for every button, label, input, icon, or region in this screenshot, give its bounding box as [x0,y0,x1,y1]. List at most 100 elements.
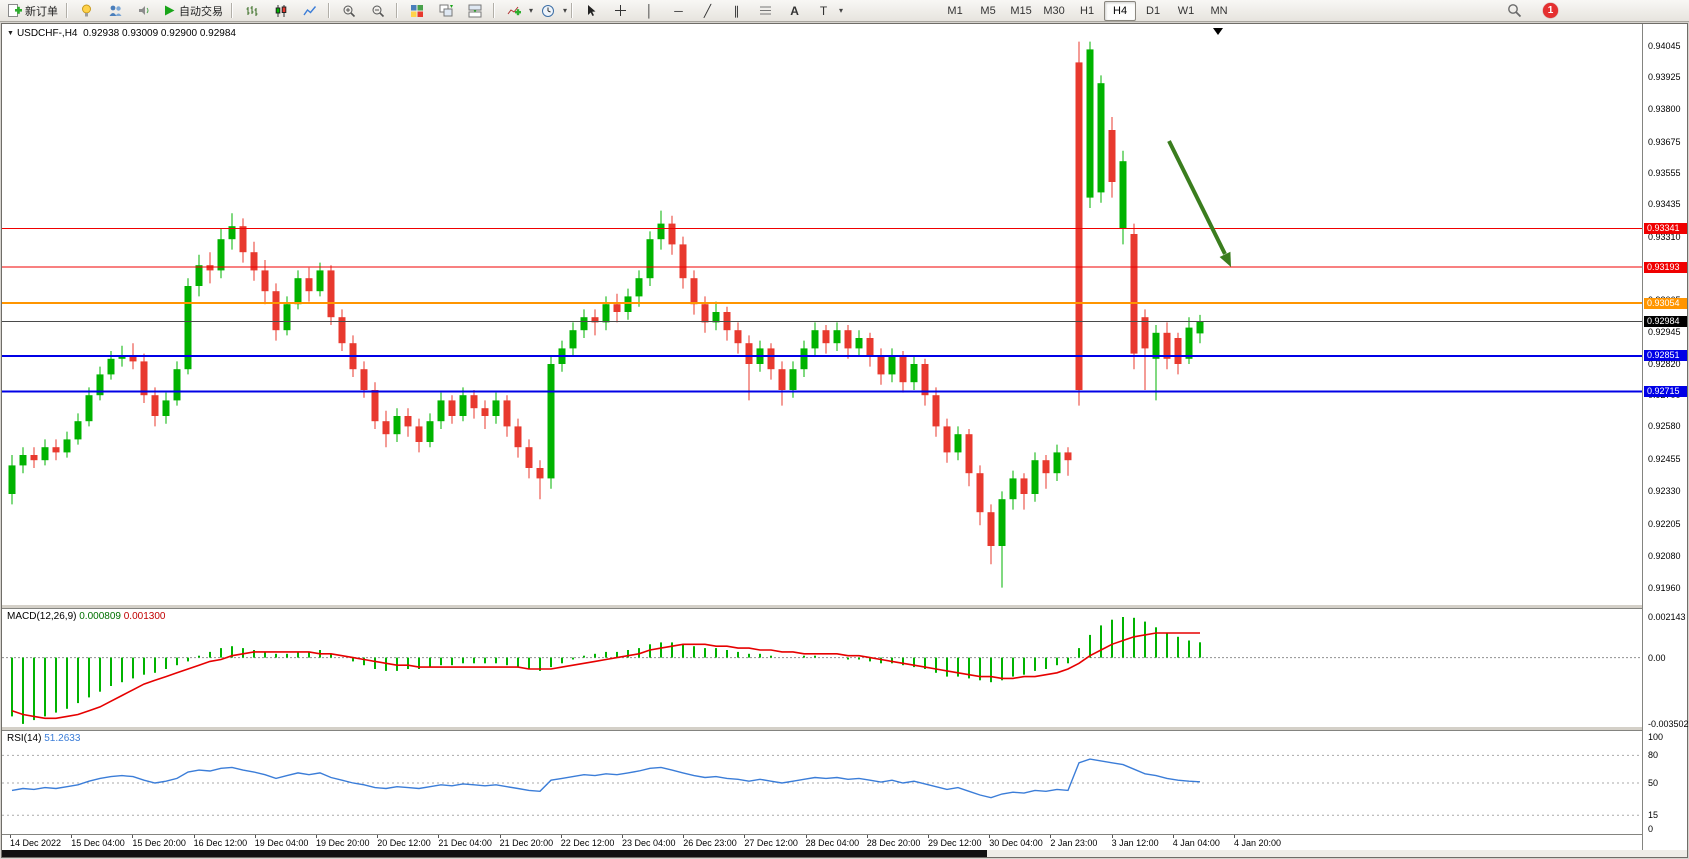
price-axis-label: 0.93310 [1648,231,1681,242]
zoom-out-button[interactable] [363,0,392,22]
price-tag-current: 0.92984 [1644,315,1687,327]
symbol-title: USDCHF-,H4 [16,28,78,39]
zoom-out-icon [372,5,384,17]
indicator-dropdown-caret[interactable]: ▾ [529,6,534,15]
vertical-line-tool-button[interactable]: │ [635,0,664,22]
macd-axis-label: -0.003502 [1648,719,1689,729]
favorites-button[interactable] [72,0,101,22]
time-axis-label: 28 Dec 04:00 [805,838,860,848]
rsi-pane[interactable] [2,731,1642,834]
candlestick-chart-button[interactable] [266,0,295,22]
rsi-line [11,758,1201,799]
horizontal-scrollbar [2,850,1687,857]
line-chart-button[interactable] [295,0,324,22]
time-axis-label: 27 Dec 12:00 [744,838,798,848]
fibonacci-tool-button[interactable] [751,0,780,22]
price-axis-label: 0.93555 [1648,167,1681,178]
tile-windows-button[interactable] [402,0,431,22]
macd-pane[interactable] [2,609,1642,726]
time-axis-label: 30 Dec 04:00 [989,838,1043,848]
timeframe-button-h4[interactable]: H4 [1104,0,1137,21]
timeframe-button-h1[interactable]: H1 [1080,4,1095,17]
zoom-in-button[interactable] [334,0,363,22]
cursor-tool-button[interactable] [577,0,606,22]
time-axis-tick [805,835,807,838]
time-axis-label: 23 Dec 04:00 [622,838,676,848]
search-button[interactable] [1500,0,1529,22]
price-tag-level: 0.93193 [1644,261,1687,273]
time-axis-tick [132,835,134,838]
price-tag-level: 0.92715 [1644,385,1687,397]
price-axis-label: 0.91960 [1648,582,1681,593]
new-order-button[interactable]: 新订单 [3,0,62,22]
time-axis-tick [928,835,929,838]
price-axis-label: 0.93435 [1648,199,1681,210]
bar-chart-button[interactable] [237,0,266,22]
timeframe-button-m5[interactable]: M5 [980,4,996,17]
label-tool-button[interactable]: T [809,0,838,22]
timeframe-group: M1 M5 M15 M30 H1 H4 D1 W1 MN [939,0,1235,21]
price-axis-label: 0.94045 [1648,40,1681,51]
time-axis-tick [1050,835,1052,838]
timeframe-button-m30[interactable]: M30 [1043,4,1065,17]
main-chart[interactable] [2,24,1642,604]
arrange-windows-button[interactable] [460,0,489,22]
notification-badge[interactable]: 1 [1543,3,1558,18]
time-axis-tick [71,835,73,838]
add-indicator-button[interactable] [499,0,528,22]
horizontal-line-tool-button[interactable]: ─ [664,0,693,22]
price-tag-level: 0.92851 [1644,350,1687,362]
play-icon [165,5,175,16]
cursor-icon [588,5,596,16]
template-dropdown-caret[interactable]: ▾ [563,6,568,15]
channel-icon: ∥ [733,3,740,18]
crosshair-tool-button[interactable] [606,0,635,22]
timeframe-button-m1[interactable]: M1 [947,4,963,17]
zoom-in-icon [343,5,355,17]
timeframe-button-w1[interactable]: W1 [1177,4,1195,17]
time-axis-tick [744,835,746,838]
bar-chart-icon [246,5,257,16]
rsi-axis-label: 100 [1648,732,1664,742]
cascade-windows-button[interactable] [431,0,460,22]
line-chart-icon [302,5,316,15]
timeframe-button-d1[interactable]: D1 [1146,4,1161,17]
macd-legend: MACD(12,26,9) 0.000809 0.001300 [7,611,165,622]
chart-window: ▼ USDCHF-,H4 0.92938 0.93009 0.92900 0.92… [1,23,1689,858]
time-axis-label: 21 Dec 04:00 [438,838,492,848]
rsi-legend: RSI(14) 51.2633 [7,733,80,744]
separator [493,3,495,18]
scrollbar-thumb[interactable] [2,850,987,857]
macd-axis-label: 0.00 [1648,652,1666,663]
price-axis-label: 0.93800 [1648,104,1681,115]
macd-splitter[interactable] [2,604,1642,609]
new-order-label: 新订单 [25,5,58,18]
time-axis-label: 4 Jan 04:00 [1172,838,1220,848]
fibonacci-icon [760,6,772,15]
price-axis-label: 0.92945 [1648,326,1681,337]
text-tool-button[interactable]: A [780,0,809,22]
profiles-button[interactable] [101,0,130,22]
time-axis-tick [193,835,195,838]
sounds-button[interactable] [130,0,159,22]
period-clock-button[interactable] [533,0,562,22]
trendline-tool-button[interactable]: ╱ [693,0,722,22]
trendline-icon: ╱ [703,3,712,18]
auto-trading-button[interactable]: 自动交易 [159,0,227,22]
trend-arrow-annotation [1167,140,1231,267]
price-axis-label: 0.92330 [1648,486,1681,497]
timeframe-button-mn[interactable]: MN [1210,4,1228,17]
chart-legend: ▼ USDCHF-,H4 0.92938 0.93009 0.92900 0.92… [7,28,236,39]
time-axis-label: 21 Dec 20:00 [499,838,554,848]
rsi-splitter[interactable] [2,726,1642,731]
time-axis-label: 29 Dec 12:00 [928,838,982,848]
price-axis-label: 0.93925 [1648,71,1681,82]
shapes-dropdown-caret[interactable]: ▾ [839,6,844,15]
time-axis-label: 20 Dec 12:00 [377,838,431,848]
symbol-dropdown-icon[interactable]: ▼ [7,30,14,37]
rsi-axis-label: 15 [1648,810,1659,821]
candles-series [8,41,1204,588]
timeframe-button-m15[interactable]: M15 [1010,4,1032,17]
channel-tool-button[interactable]: ∥ [722,0,751,22]
time-axis-tick [10,835,11,838]
